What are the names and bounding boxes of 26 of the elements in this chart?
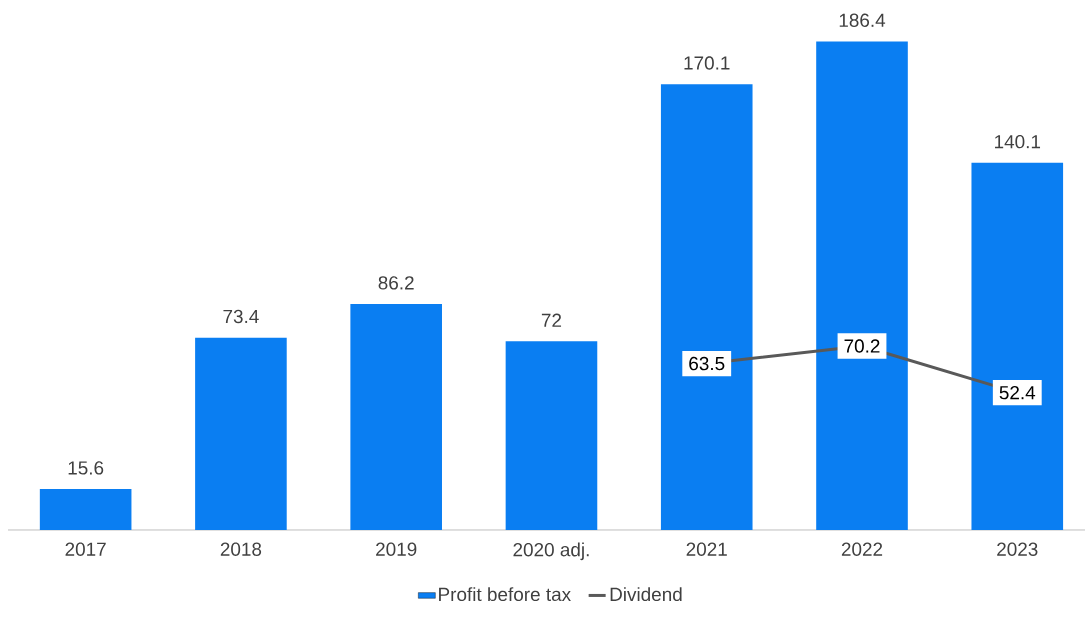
x-tick-label: 2022	[841, 542, 883, 556]
bar	[39, 489, 132, 530]
x-tick-label: 2017	[65, 542, 106, 556]
data-label: 63.5	[689, 356, 725, 371]
x-tick-label: 2023	[997, 542, 1038, 556]
bar	[971, 162, 1064, 530]
bar	[660, 84, 753, 530]
bar	[195, 337, 287, 530]
data-label: 73.4	[223, 309, 259, 324]
bar	[505, 341, 598, 530]
data-label: 15.6	[68, 461, 104, 475]
x-tick-label: 2020 adj.	[513, 542, 589, 561]
x-tick-label: 2018	[220, 542, 262, 556]
data-label: 186.4	[839, 13, 886, 27]
data-label: 170.1	[684, 56, 730, 70]
data-label: 86.2	[378, 276, 414, 290]
data-label: 72	[541, 313, 562, 327]
legend-label: Dividend	[610, 587, 682, 602]
x-tick-label: 2019	[376, 542, 417, 556]
data-label: 70.2	[844, 339, 880, 353]
data-label: 140.1	[995, 134, 1041, 149]
data-label: 52.4	[999, 385, 1036, 400]
x-tick-label: 2021	[686, 542, 727, 556]
bar	[350, 304, 442, 530]
legend-label: Profit before tax	[439, 587, 571, 602]
bar	[816, 41, 908, 530]
